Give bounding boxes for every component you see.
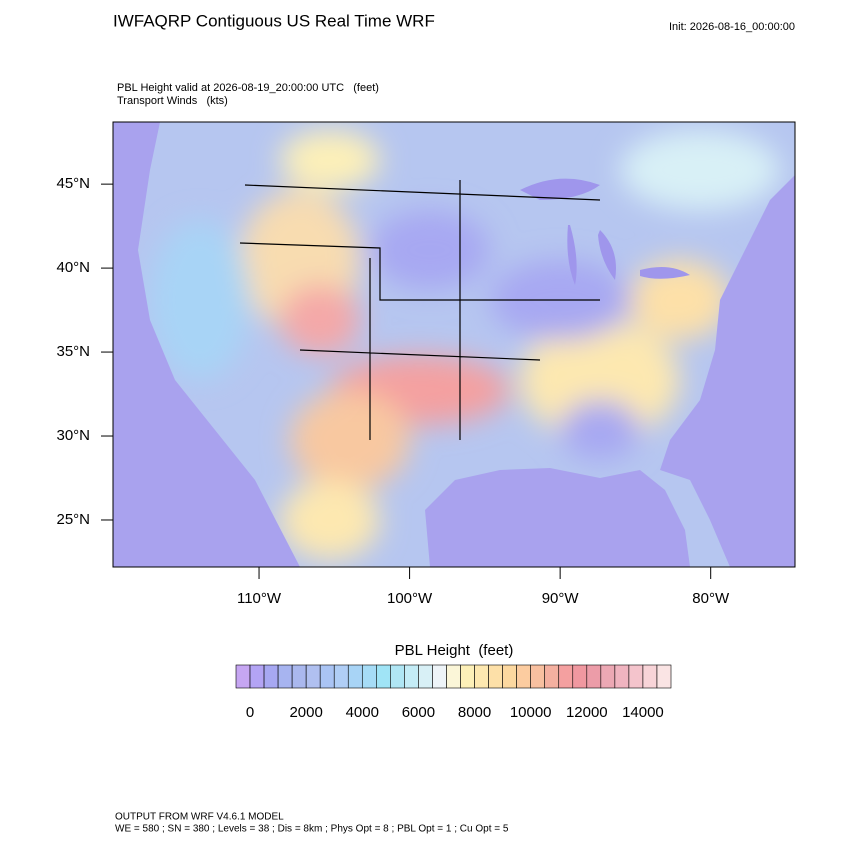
colorbar-title: PBL Height (feet) — [395, 642, 514, 659]
colorbar-box — [249, 664, 265, 689]
colorbar-box — [347, 664, 363, 689]
colorbar-label: 14000 — [622, 704, 664, 721]
colorbar-box — [530, 664, 546, 689]
colorbar-box — [390, 664, 405, 689]
colorbar-box — [404, 664, 419, 689]
colorbar-box — [263, 664, 279, 689]
colorbar-box — [376, 664, 391, 689]
colorbar-box — [642, 664, 658, 689]
init-time: Init: 2026-08-16_00:00:00 — [669, 21, 795, 33]
colorbar-box — [516, 664, 531, 689]
colorbar-box — [333, 664, 349, 689]
pbl-field — [150, 130, 780, 560]
footer: WE = 580 ; SN = 380 ; Levels = 38 ; Dis … — [115, 824, 509, 835]
lat-label: 30°N — [56, 427, 90, 444]
colorbar-box — [446, 664, 461, 689]
great-lakes — [520, 178, 690, 285]
gulf-of-mexico — [425, 468, 690, 567]
colorbar-box — [558, 664, 574, 689]
map — [113, 122, 795, 567]
colorbar-label: 12000 — [566, 704, 608, 721]
colorbar-label: 10000 — [510, 704, 552, 721]
lon-label: 100°W — [387, 590, 433, 607]
colorbar-label: 0 — [246, 704, 254, 721]
subtitle: PBL Height valid at 2026-08-19_20:00:00 … — [117, 82, 379, 94]
lat-label: 45°N — [56, 175, 90, 192]
subtitle: Transport Winds (kts) — [117, 95, 228, 107]
lat-label: 35°N — [56, 343, 90, 360]
colorbar-box — [628, 664, 644, 689]
colorbar-box — [418, 664, 433, 689]
colorbar-label: 4000 — [346, 704, 379, 721]
footer: OUTPUT FROM WRF V4.6.1 MODEL — [115, 812, 284, 823]
lon-label: 110°W — [237, 590, 282, 607]
colorbar-box — [305, 664, 321, 689]
colorbar-box — [432, 664, 447, 689]
colorbar-box — [502, 664, 517, 689]
lon-label: 80°W — [692, 590, 730, 607]
colorbar-box — [488, 664, 503, 689]
colorbar-label: 2000 — [289, 704, 322, 721]
colorbar-box — [235, 664, 251, 689]
colorbar-box — [319, 664, 335, 689]
colorbar-box — [544, 664, 560, 689]
colorbar-box — [291, 664, 307, 689]
plot-frame — [112, 121, 796, 568]
colorbar-box — [586, 664, 602, 689]
lat-label: 25°N — [56, 511, 90, 528]
colorbar-box — [600, 664, 616, 689]
colorbar-box — [277, 664, 293, 689]
lon-label: 90°W — [542, 590, 580, 607]
title: IWFAQRP Contiguous US Real Time WRF — [113, 11, 435, 30]
lat-label: 40°N — [56, 259, 90, 276]
colorbar-box — [474, 664, 489, 689]
colorbar-box — [361, 664, 377, 689]
pacific-ocean — [113, 122, 300, 567]
colorbar-label: 8000 — [458, 704, 491, 721]
atlantic-ocean — [660, 175, 795, 567]
colorbar: 0 2000 4000 6000 8000 10000 12000 14000 — [235, 664, 672, 721]
colorbar-label: 6000 — [402, 704, 435, 721]
colorbar-box — [460, 664, 475, 689]
colorbar-box — [572, 664, 588, 689]
colorbar-box — [656, 664, 672, 689]
colorbar-box — [614, 664, 630, 689]
state-borders — [239, 180, 601, 440]
